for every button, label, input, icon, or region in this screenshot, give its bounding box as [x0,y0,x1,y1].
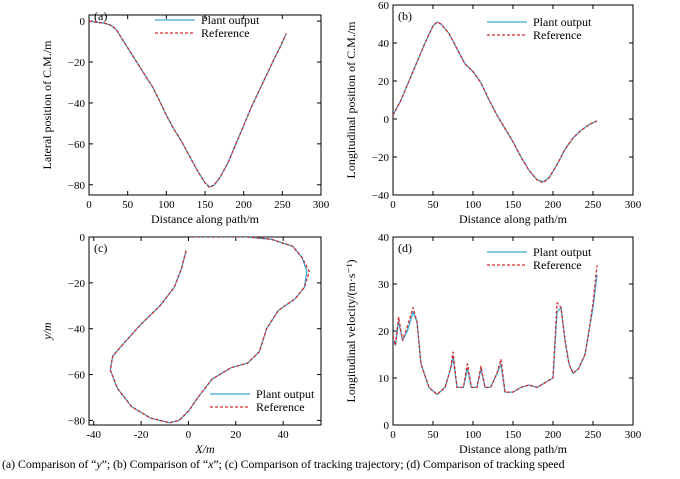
x-tick-label: 150 [197,199,214,211]
y-tick-label: 40 [378,232,390,244]
x-tick-label: 250 [585,429,602,441]
panel-a: 0 50 100 150 200 250 300 0 −20 −40 −60 −80 Distance … [40,9,330,226]
y-axis-label: Longitudinal position of C.M./m [344,21,358,179]
y-tick-label: 40 [378,38,390,50]
y-tick-label: −20 [68,278,86,290]
legend-entry: Reference [533,28,582,42]
panel-label: (d) [398,241,412,255]
x-axis-label: Distance along path/m [151,212,260,226]
y-tick-label: 0 [384,114,390,126]
x-tick-label: 0 [86,199,92,211]
legend-entry: Plant output [533,15,592,29]
x-tick-label: 150 [505,199,522,211]
y-tick-label: −20 [68,57,86,69]
y-tick-label: −60 [68,370,86,382]
x-tick-label: 40 [278,429,290,441]
x-tick-label: 50 [122,199,134,211]
caption-text: ”; (b) Comparison of “ [101,457,209,471]
legend-entry: Reference [256,400,305,414]
x-tick-label: 20 [230,429,242,441]
x-tick-label: 0 [186,429,192,441]
panel-label: (c) [94,241,107,255]
x-axis-label: X/m [194,442,215,456]
x-axis-label: Distance along path/m [459,212,568,226]
y-tick-label: −40 [68,324,86,336]
x-tick-label: 250 [585,199,602,211]
y-tick-label: −20 [372,152,390,164]
series-reference-line [393,21,598,184]
x-axis-label: Distance along path/m [459,442,568,456]
x-tick-label: 150 [505,429,522,441]
x-tick-label: 50 [428,429,440,441]
caption-variable: x [208,457,214,471]
x-tick-label: 200 [235,199,252,211]
figure-caption: (a) Comparison of “y”; (b) Comparison of… [2,457,680,472]
x-tick-label: 300 [625,199,642,211]
x-tick-label: 300 [625,429,642,441]
x-tick-label: 0 [390,199,396,211]
y-tick-label: −60 [68,139,86,151]
legend-entry: Reference [533,258,582,272]
legend-entry: Plant output [201,13,260,27]
panel-label: (a) [94,9,107,23]
panel-d: 0 50 100 150 200 250 300 0 10 20 30 40 Distance alon… [344,232,642,456]
y-tick-label: 0 [384,420,390,432]
x-tick-label: 300 [313,199,330,211]
x-tick-label: 100 [465,429,482,441]
y-tick-label: 0 [80,16,86,28]
x-tick-label: -40 [86,429,101,441]
series-plant-output-line [89,20,287,188]
y-axis-label: y/m [40,322,54,341]
y-axis-label: Lateral position of C.M./m [40,40,54,170]
y-tick-label: 60 [378,0,390,12]
caption-text: (a) Comparison of “ [2,457,97,471]
y-tick-label: −40 [68,98,86,110]
series-reference-line [393,265,598,396]
panel-label: (b) [398,9,412,23]
panel-c: -40 -20 0 20 40 0 −20 −40 −60 −80 X/m y/m (c) Plant o… [40,232,322,456]
x-tick-label: 100 [158,199,175,211]
y-tick-label: 20 [378,326,390,338]
x-tick-label: 100 [465,199,482,211]
caption-text: ”; (c) Comparison of tracking trajectory… [213,457,565,471]
legend-entry: Reference [201,26,250,40]
x-tick-label: 0 [390,429,396,441]
y-tick-label: −80 [68,180,86,192]
legend-entry: Plant output [533,245,592,259]
x-tick-label: 200 [545,429,562,441]
x-tick-label: 200 [545,199,562,211]
series-reference-line [109,237,310,424]
y-tick-label: −40 [372,190,390,202]
y-tick-label: 0 [80,232,86,244]
y-axis-label: Longitudinal velocity/(m·s⁻¹) [344,260,358,403]
y-tick-label: 30 [378,279,390,291]
legend-entry: Plant output [256,387,315,401]
y-tick-label: 20 [378,76,390,88]
y-tick-label: 10 [378,373,390,385]
caption-variable: y [96,457,102,471]
y-tick-label: −80 [68,415,86,427]
x-tick-label: 250 [274,199,291,211]
x-tick-label: -20 [134,429,149,441]
panel-b: 0 50 100 150 200 250 3006040200−20−40Distance … [344,0,642,226]
x-tick-label: 50 [428,199,440,211]
series-reference-line [89,20,287,189]
